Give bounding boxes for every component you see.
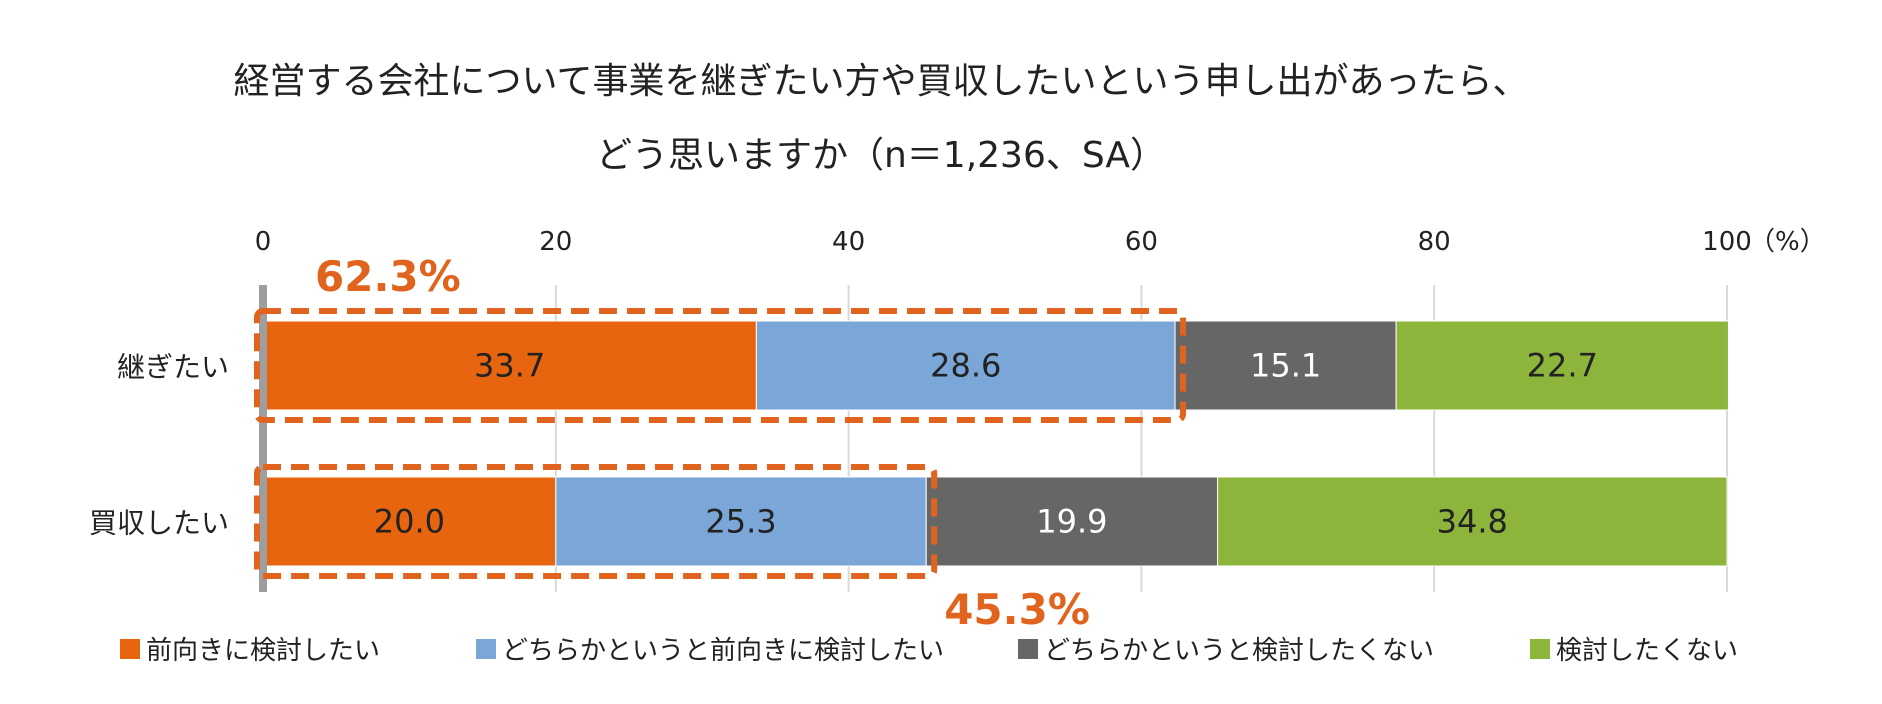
data-label-0-series-2: 15.1 <box>1250 347 1321 385</box>
x-tick-label-20: 20 <box>539 227 572 257</box>
annotation-1: 45.3% <box>944 585 1090 634</box>
data-label-1-series-0: 20.0 <box>374 503 445 541</box>
legend-item-2: どちらかというと検討したくない <box>1018 630 1434 667</box>
legend-swatch-2 <box>1018 638 1038 659</box>
chart-legend: 前向きに検討したい どちらかというと前向きに検討したい どちらかというと検討したくな… <box>0 630 1882 674</box>
bar-0-series-3 <box>1395 320 1729 411</box>
x-tick-label-100: 100 <box>1702 227 1752 257</box>
x-tick-label-80: 80 <box>1418 227 1451 257</box>
legend-label-2: どちらかというと検討したくない <box>1044 636 1435 666</box>
x-tick-label-0: 0 <box>255 227 272 257</box>
bar-1-series-2 <box>925 476 1219 567</box>
legend-label-0: 前向きに検討したい <box>146 636 381 666</box>
bar-1-series-3 <box>1217 476 1728 567</box>
annotation-0: 62.3% <box>315 252 461 301</box>
legend-swatch-1 <box>476 638 496 659</box>
legend-item-3: 検討したくない <box>1530 630 1738 667</box>
data-label-0-series-0: 33.7 <box>474 347 545 385</box>
highlight-box-0 <box>254 308 1187 423</box>
x-tick-label-40: 40 <box>832 227 865 257</box>
bar-0-series-1 <box>755 320 1176 411</box>
bar-1-series-0 <box>262 476 557 567</box>
bar-1-series-1 <box>555 476 927 567</box>
category-label-1: 買収したい <box>89 507 229 540</box>
x-axis-unit-label: （%） <box>1749 227 1826 257</box>
category-label-0: 継ぎたい <box>117 351 229 384</box>
bar-0-series-0 <box>262 320 757 411</box>
data-label-0-series-1: 28.6 <box>930 347 1001 385</box>
legend-item-1: どちらかというと前向きに検討したい <box>476 630 944 667</box>
legend-item-0: 前向きに検討したい <box>120 630 380 667</box>
x-tick-label-60: 60 <box>1125 227 1158 257</box>
legend-swatch-0 <box>120 638 140 659</box>
data-label-1-series-2: 19.9 <box>1036 503 1107 541</box>
chart-title-line1: 経営する会社について事業を継ぎたい方や買収したいという申し出があったら、 <box>233 61 1529 102</box>
data-label-0-series-3: 22.7 <box>1527 347 1598 385</box>
data-label-1-series-1: 25.3 <box>705 503 776 541</box>
legend-label-3: 検討したくない <box>1556 636 1739 666</box>
chart-title-line2: どう思いますか（n＝1,236、SA） <box>595 135 1167 176</box>
legend-swatch-3 <box>1530 638 1550 659</box>
legend-label-1: どちらかというと前向きに検討したい <box>502 636 945 666</box>
bar-0-series-2 <box>1174 320 1397 411</box>
data-label-1-series-3: 34.8 <box>1437 503 1508 541</box>
